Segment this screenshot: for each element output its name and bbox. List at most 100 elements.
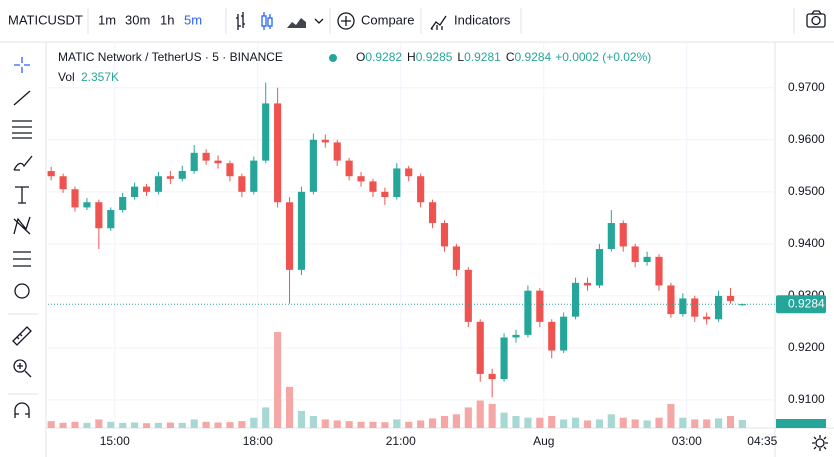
candle-body	[595, 249, 603, 286]
zoom-tool[interactable]	[13, 359, 32, 378]
volume-bar	[154, 422, 163, 428]
volume-bar	[643, 420, 651, 428]
volume-bar	[417, 420, 425, 428]
volume-bar	[142, 423, 151, 428]
interval[interactable]: 1h	[160, 12, 174, 27]
volume-bar	[226, 422, 234, 428]
volume-bar	[274, 332, 282, 428]
line-tool[interactable]	[13, 90, 31, 106]
ohlc-key: L	[457, 50, 464, 64]
candle-style-icon[interactable]	[261, 12, 273, 30]
candle-body	[512, 334, 520, 338]
candle-body	[202, 152, 210, 161]
volume-bar	[476, 400, 484, 428]
compare-button[interactable]: Compare	[361, 12, 414, 27]
volume-bar	[131, 422, 139, 428]
bar-style-icon[interactable]	[236, 12, 245, 30]
volume-bar	[560, 419, 568, 428]
volume-bar	[536, 417, 544, 428]
emoji-tool[interactable]	[14, 283, 30, 299]
brush-tool[interactable]	[13, 155, 33, 171]
candle-body	[131, 186, 139, 198]
top-toolbar	[0, 0, 834, 42]
candle-body	[285, 202, 294, 270]
ohlc-key: H	[407, 50, 416, 64]
candle-body	[738, 304, 746, 306]
volume-bar	[333, 420, 341, 428]
dropdown[interactable]	[314, 18, 324, 24]
candle-body	[321, 139, 329, 143]
volume-bar	[428, 418, 437, 428]
y-tick-label: 0.9700	[788, 80, 825, 94]
volume-bar	[583, 420, 592, 428]
volume-title: Vol	[58, 70, 75, 84]
interval[interactable]: 30m	[125, 12, 150, 27]
pattern-tool[interactable]	[13, 216, 31, 235]
ruler-tool[interactable]	[12, 326, 32, 346]
volume-bar	[297, 410, 306, 428]
candle-body	[381, 191, 389, 198]
volume-bar	[83, 422, 91, 428]
candle-body	[440, 223, 449, 247]
interval[interactable]: 1m	[98, 12, 116, 27]
candle-body	[178, 171, 186, 179]
candle-body	[262, 103, 270, 161]
volume-bar	[726, 416, 735, 428]
prediction-tool[interactable]	[13, 251, 31, 267]
candle-body	[428, 202, 437, 224]
candle-body	[560, 316, 568, 351]
ohlc-value: 0.9284	[514, 50, 551, 64]
volume-bar	[202, 421, 210, 428]
candle-body	[345, 160, 353, 177]
x-tick-label: 04:35	[747, 434, 777, 448]
candle-body	[488, 373, 496, 380]
volume-bar	[512, 416, 520, 428]
fib-tool[interactable]	[12, 120, 32, 139]
candle-body	[691, 298, 699, 317]
volume-bar	[524, 417, 532, 428]
candle-body	[464, 269, 472, 322]
volume-bar	[703, 419, 711, 428]
candle-body	[107, 210, 115, 229]
y-tick-label: 0.9100	[788, 392, 825, 406]
candle-body	[95, 202, 103, 229]
y-tick-label: 0.9500	[788, 184, 825, 198]
ohlc-value: 0.9281	[464, 50, 501, 64]
volume-bar	[107, 421, 115, 428]
volume-bar	[631, 419, 639, 428]
screenshot-icon[interactable]	[806, 10, 826, 28]
crosshair-tool[interactable]	[14, 57, 30, 73]
interval-active[interactable]: 5m	[184, 12, 202, 27]
volume-bar	[440, 416, 449, 428]
chart-title: MATIC Network / TetherUS · 5 · BINANCE	[58, 50, 283, 64]
volume-bar	[250, 417, 258, 428]
text-tool[interactable]	[15, 186, 29, 204]
ohlc-legend: O0.9282 H0.9285 L0.9281 C0.9284 +0.0002 (+0.…	[356, 50, 651, 64]
candle-body	[214, 160, 222, 164]
volume-bar	[488, 404, 496, 428]
area-style-icon[interactable]	[287, 18, 306, 28]
ohlc-value: 0.9285	[416, 50, 453, 64]
volume-bar	[309, 416, 317, 428]
last-price-tag-bg	[776, 295, 826, 314]
compare-icon[interactable]	[337, 12, 355, 30]
candle-body	[297, 191, 306, 270]
symbol[interactable]: MATICUSDT	[8, 12, 83, 27]
x-tick-label: 18:00	[243, 434, 273, 448]
volume-bar	[178, 422, 186, 428]
ohlc-value: 0.9282	[365, 50, 402, 64]
settings-icon[interactable]	[812, 435, 828, 451]
indicators-button[interactable]: Indicators	[454, 12, 511, 27]
volume-bar	[262, 407, 270, 428]
magnet-tool[interactable]	[14, 402, 30, 418]
candle-body	[667, 285, 675, 315]
indicators-icon[interactable]	[430, 15, 447, 30]
volume-bar	[452, 414, 460, 428]
candle-body	[119, 197, 127, 211]
volume-bar	[738, 419, 746, 428]
candle-body	[369, 181, 377, 192]
candle-body	[571, 282, 580, 317]
volume-bar	[715, 418, 723, 428]
candle-body	[309, 139, 317, 192]
